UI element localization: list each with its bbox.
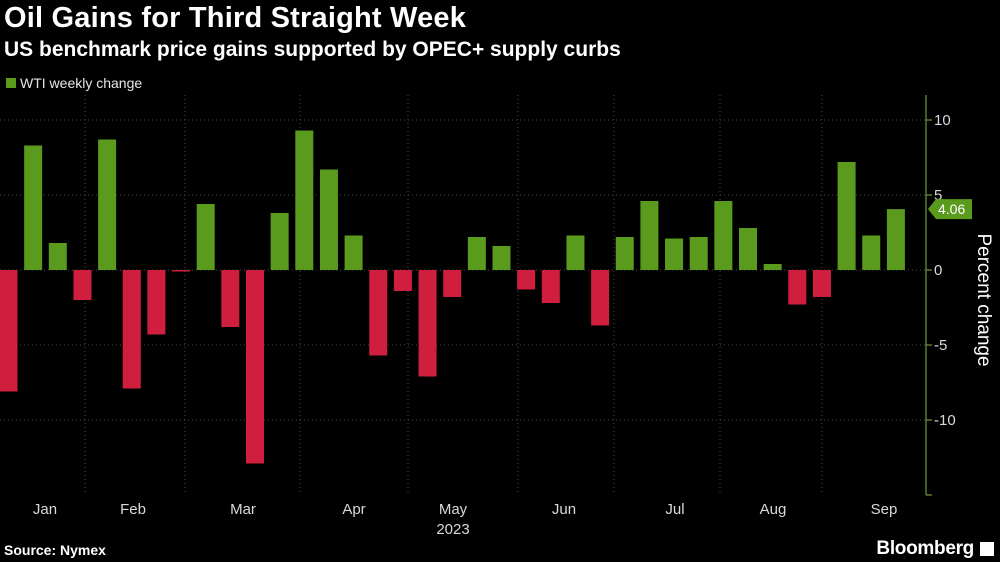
bar <box>221 270 240 327</box>
bar <box>48 243 67 270</box>
y-tick-label: 5 <box>934 187 942 204</box>
legend-swatch <box>6 78 16 88</box>
bar <box>886 209 905 270</box>
y-tick-label: 10 <box>934 112 951 129</box>
bar <box>689 237 708 270</box>
bar <box>98 139 117 270</box>
bar <box>812 270 831 297</box>
x-tick-label: Jun <box>552 501 576 518</box>
last-value-callout: 4.06 <box>928 199 972 220</box>
bar <box>172 270 191 272</box>
x-tick-label: Jul <box>665 501 684 518</box>
bar <box>862 235 881 270</box>
bar <box>418 270 437 377</box>
last-value-label: 4.06 <box>938 201 965 217</box>
source-note: Source: Nymex <box>4 542 106 558</box>
bar <box>246 270 264 464</box>
bar <box>295 130 314 270</box>
bar <box>739 228 757 270</box>
bar <box>492 246 511 270</box>
y-axis: 10 5 0 -5 -10 <box>925 95 956 496</box>
bloomberg-logo-icon <box>980 542 994 556</box>
bar <box>517 270 536 290</box>
y-tick-label: -5 <box>934 337 947 354</box>
chart-title: Oil Gains for Third Straight Week <box>4 2 467 34</box>
bar <box>665 238 684 270</box>
bar <box>788 270 807 305</box>
bars <box>0 130 905 464</box>
bar <box>541 270 560 303</box>
x-tick-label: May <box>439 501 468 518</box>
bar <box>837 162 856 270</box>
x-tick-label: Feb <box>120 501 146 518</box>
bar <box>615 237 634 270</box>
bar <box>344 235 363 270</box>
bar <box>24 145 43 270</box>
x-year-label: 2023 <box>436 521 469 538</box>
bar <box>714 201 733 270</box>
bar <box>0 270 18 392</box>
bar <box>369 270 388 356</box>
chart-subtitle: US benchmark price gains supported by OP… <box>4 38 621 61</box>
x-tick-label: Apr <box>342 501 365 518</box>
bar <box>196 204 215 270</box>
legend-label: WTI weekly change <box>20 75 143 91</box>
x-axis-labels: Jan Feb Mar Apr May Jun Jul Aug Sep 2023 <box>33 501 897 538</box>
bar <box>763 264 782 270</box>
x-tick-label: Jan <box>33 501 57 518</box>
y-tick-label: 0 <box>934 262 942 279</box>
bar <box>566 235 585 270</box>
bar <box>147 270 166 335</box>
bar <box>270 213 289 270</box>
x-tick-label: Sep <box>871 501 898 518</box>
bar <box>122 270 141 389</box>
bar <box>393 270 412 291</box>
bar <box>467 237 486 270</box>
bar <box>443 270 462 297</box>
last-value-callout-bg <box>928 199 972 220</box>
brand-logo-text: Bloomberg <box>876 538 974 559</box>
bar <box>591 270 610 326</box>
bar <box>640 201 659 270</box>
x-tick-label: Aug <box>760 501 787 518</box>
bar <box>319 169 338 270</box>
y-tick-label: -10 <box>934 412 956 429</box>
x-tick-label: Mar <box>230 501 256 518</box>
y-axis-label: Percent change <box>973 233 994 366</box>
bar <box>73 270 92 300</box>
legend: WTI weekly change <box>6 75 142 91</box>
